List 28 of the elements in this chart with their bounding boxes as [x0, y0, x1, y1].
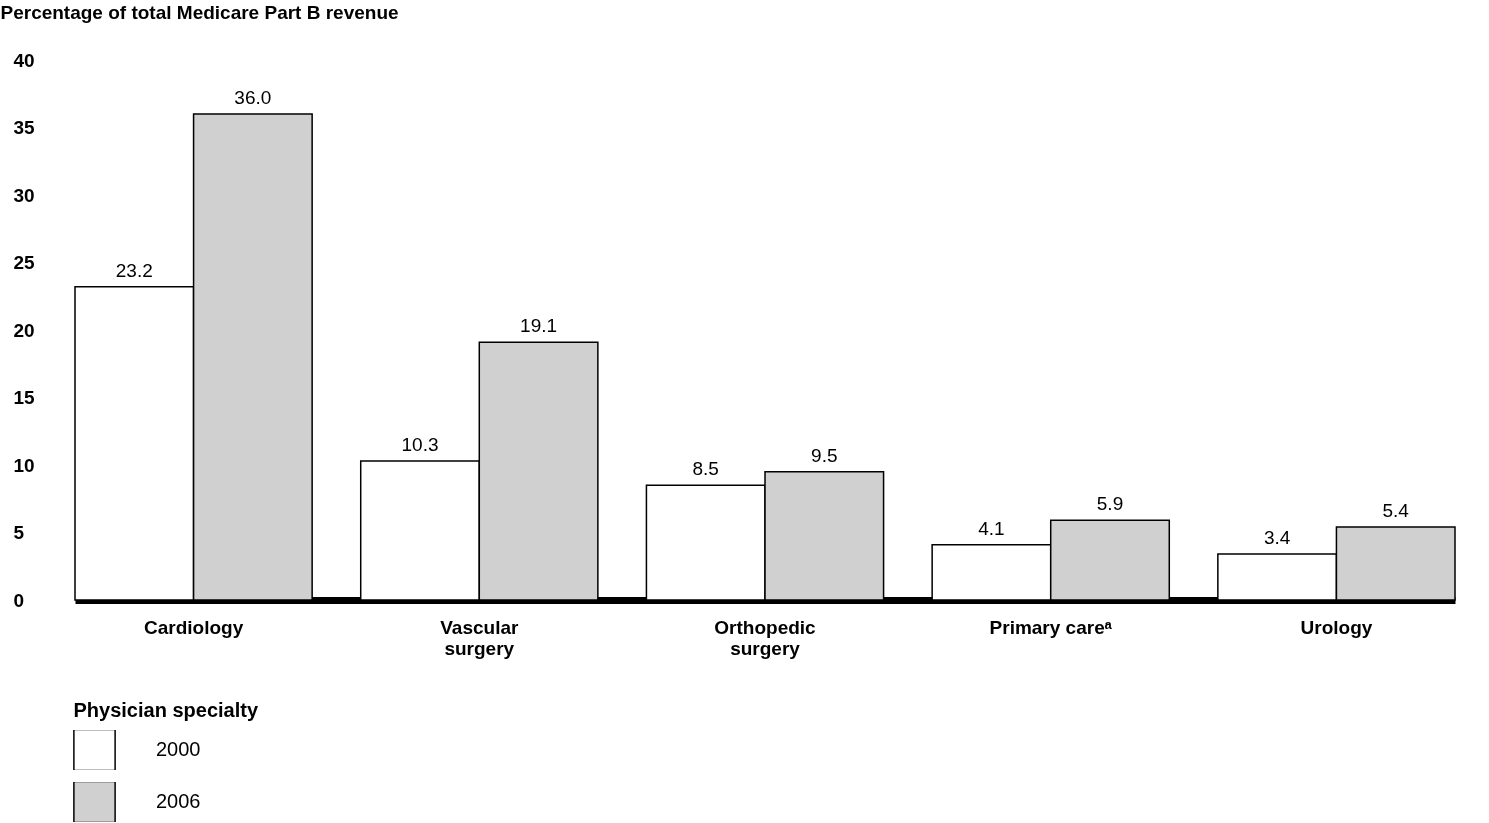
text: 5.4 [1382, 500, 1409, 522]
y-tick-label: 5 [13, 522, 25, 543]
y-tick-label: 10 [13, 454, 35, 476]
x-axis-title: Physician specialty [73, 698, 259, 721]
text: 8.5 [692, 458, 719, 480]
y-tick-label: 20 [13, 319, 35, 341]
text: 3.4 [1263, 527, 1291, 549]
text: 4.1 [978, 517, 1005, 539]
text: 5.9 [1096, 493, 1124, 515]
legend-label: 2006 [156, 790, 201, 812]
y-tick-label: 35 [13, 117, 36, 138]
text: 19.1 [520, 315, 558, 337]
x-tick-label: Cardiology [143, 616, 244, 638]
y-tick-label: 15 [13, 387, 36, 408]
y-tick-label: 30 [13, 184, 35, 206]
y-tick-label: 40 [13, 49, 35, 71]
x-tick-label: Vascular surgery [440, 616, 519, 659]
x-tick-label: Primary careᵃ [989, 616, 1113, 638]
x-tick-label: Urology [1300, 616, 1373, 638]
text: 23.2 [115, 259, 153, 281]
x-tick-label: Orthopedic surgery [714, 616, 817, 659]
y-tick-label: 0 [13, 589, 25, 611]
legend-label: 2000 [156, 738, 201, 760]
text: 10.3 [401, 433, 439, 455]
y-axis-title: Percentage of total Medicare Part B revenue [0, 1, 399, 23]
text: 9.5 [811, 444, 838, 466]
y-tick-label: 25 [13, 252, 36, 273]
text: 36.0 [234, 87, 272, 108]
